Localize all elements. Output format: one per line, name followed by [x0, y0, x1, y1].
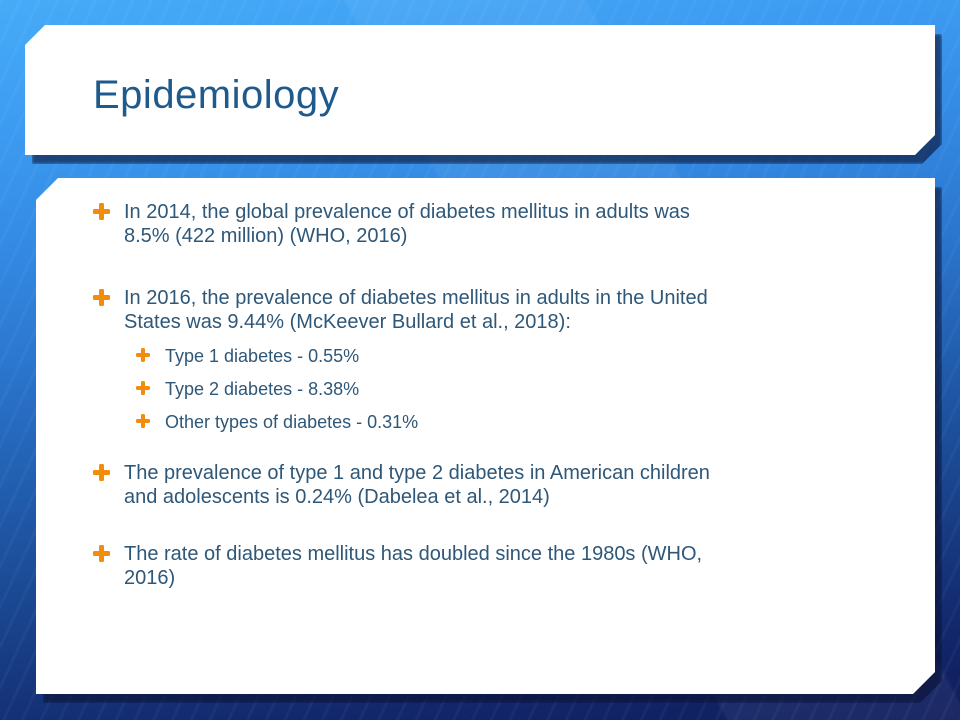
- bullet-line: and adolescents is 0.24% (Dabelea et al.…: [124, 486, 550, 508]
- plus-bullet-icon: [93, 464, 110, 481]
- bullet-line: States was 9.44% (McKeever Bullard et al…: [124, 311, 571, 333]
- bullet-line: In 2014, the global prevalence of diabet…: [124, 201, 690, 223]
- title-panel: Epidemiology: [25, 25, 935, 155]
- bullet-text: Type 2 diabetes - 8.38%: [165, 378, 359, 400]
- bullet-line: 8.5% (422 million) (WHO, 2016): [124, 225, 408, 247]
- bullet-line: Other types of diabetes - 0.31%: [165, 412, 419, 432]
- bullet-line: The rate of diabetes mellitus has double…: [124, 543, 703, 565]
- bullet-text: In 2016, the prevalence of diabetes mell…: [124, 286, 708, 334]
- bullet-line: Type 2 diabetes - 8.38%: [165, 379, 360, 399]
- bullet-text: The prevalence of type 1 and type 2 diab…: [124, 461, 710, 509]
- plus-bullet-icon: [93, 203, 110, 220]
- content-panel-face: In 2014, the global prevalence of diabet…: [36, 178, 935, 694]
- plus-bullet-icon: [136, 348, 150, 362]
- bullet-line: The prevalence of type 1 and type 2 diab…: [124, 462, 710, 484]
- bullet-item-type1: Type 1 diabetes - 0.55%: [36, 345, 935, 367]
- bullet-text: The rate of diabetes mellitus has double…: [124, 542, 702, 590]
- bullet-text: Other types of diabetes - 0.31%: [165, 411, 418, 433]
- bullet-item-type2: Type 2 diabetes - 8.38%: [36, 378, 935, 400]
- bullet-item-global-prevalence: In 2014, the global prevalence of diabet…: [36, 200, 935, 248]
- bullet-line: In 2016, the prevalence of diabetes mell…: [124, 287, 708, 309]
- bullet-item-children-prevalence: The prevalence of type 1 and type 2 diab…: [36, 461, 935, 509]
- slide-title: Epidemiology: [93, 72, 340, 117]
- bullet-text: Type 1 diabetes - 0.55%: [165, 345, 359, 367]
- bullet-line: Type 1 diabetes - 0.55%: [165, 346, 360, 366]
- plus-bullet-icon: [136, 381, 150, 395]
- plus-bullet-icon: [93, 289, 110, 306]
- bullet-line: 2016): [124, 567, 176, 589]
- bullet-item-us-prevalence: In 2016, the prevalence of diabetes mell…: [36, 286, 935, 334]
- bullet-item-rate-doubled: The rate of diabetes mellitus has double…: [36, 542, 935, 590]
- plus-bullet-icon: [93, 545, 110, 562]
- bullet-text: In 2014, the global prevalence of diabet…: [124, 200, 690, 248]
- content-panel: In 2014, the global prevalence of diabet…: [36, 178, 935, 694]
- plus-bullet-icon: [136, 414, 150, 428]
- bullet-item-other-types: Other types of diabetes - 0.31%: [36, 411, 935, 433]
- title-panel-face: Epidemiology: [25, 25, 935, 155]
